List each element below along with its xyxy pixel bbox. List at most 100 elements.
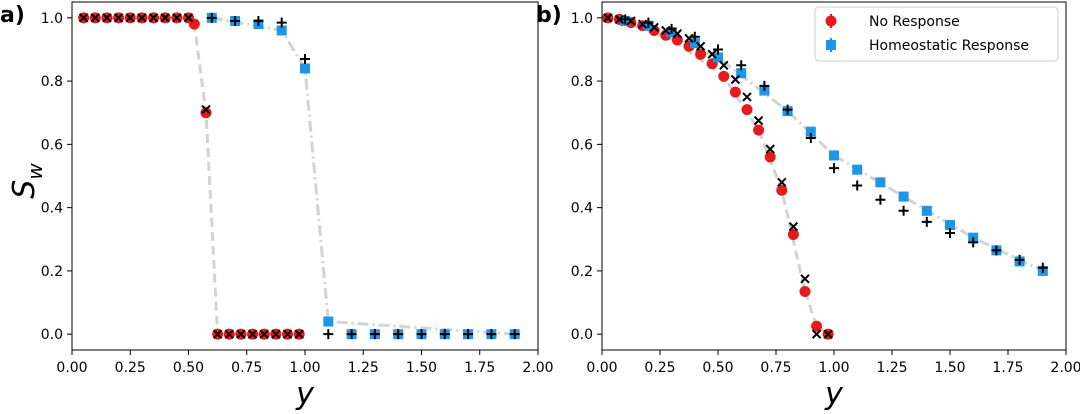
data-point-x-marker	[125, 13, 135, 23]
data-point-x-marker	[788, 221, 799, 232]
data-point-no-response	[718, 70, 730, 82]
data-point-no-response	[741, 104, 753, 116]
x-tick-label: 1.50	[934, 360, 965, 376]
data-point-plus-marker	[782, 104, 793, 115]
data-point-plus-marker	[829, 163, 839, 174]
data-point-x-marker	[247, 329, 258, 339]
data-point-plus-marker	[1014, 254, 1025, 265]
x-tick-label: 0.00	[586, 360, 617, 376]
data-point-plus-marker	[921, 216, 932, 227]
legend: No Response Homeostatic Response	[814, 6, 1059, 62]
data-point-plus-marker	[439, 329, 450, 340]
panel-a-ylabel: Sw	[7, 163, 47, 199]
ylabel-main: S	[7, 180, 42, 199]
y-tick-label: 0.0	[41, 327, 63, 343]
y-tick-label: 1.0	[571, 11, 593, 27]
data-point-plus-marker	[509, 329, 520, 340]
data-point-x-marker	[183, 13, 194, 23]
plot-layer: 0.00 0.25 0.50 0.75 1.00 1.25 1.50 1.75 2.00 0.0 0…	[571, 1, 1080, 376]
x-tick-label: 1.00	[289, 360, 320, 376]
data-point-x-marker	[113, 13, 124, 23]
data-point-plus-marker	[463, 329, 474, 340]
data-point-x-marker	[78, 13, 89, 23]
legend-no-response-label: No Response	[869, 14, 960, 30]
data-point-plus-marker	[300, 53, 310, 64]
data-point-no-response	[764, 151, 776, 163]
data-point-plus-marker	[346, 329, 357, 340]
data-point-homeostatic	[736, 68, 747, 79]
data-point-homeostatic	[713, 52, 723, 63]
data-point-plus-marker	[643, 17, 654, 28]
data-point-x-marker	[823, 329, 833, 339]
data-point-x-marker	[137, 13, 147, 23]
data-point-no-response	[200, 107, 212, 119]
y-tick-label: 0.4	[571, 201, 593, 217]
data-point-x-marker	[90, 13, 101, 23]
y-tick-label: 1.0	[41, 11, 63, 27]
data-point-homeostatic	[300, 63, 310, 74]
y-tick-label: 0.2	[571, 264, 593, 280]
data-point-x-marker	[742, 92, 752, 102]
data-point-x-marker	[672, 28, 683, 39]
data-point-plus-marker	[759, 80, 770, 91]
data-point-x-marker	[649, 22, 659, 33]
data-point-x-marker	[626, 16, 636, 26]
data-point-plus-marker	[323, 329, 334, 340]
data-point-homeostatic	[852, 164, 863, 175]
y-tick-label: 0.6	[571, 137, 593, 153]
y-tick-label: 0.4	[41, 201, 63, 217]
legend-frame	[814, 6, 1059, 62]
x-tick-label: 0.75	[760, 360, 791, 376]
data-point-no-response	[695, 48, 707, 60]
data-point-x-marker	[148, 13, 159, 23]
data-point-plus-marker	[713, 44, 723, 55]
x-tick-label: 0.50	[702, 360, 733, 376]
y-tick-label: 0.8	[41, 74, 63, 90]
panel-b-xlabel: y	[824, 377, 844, 410]
x-tick-label: 1.75	[464, 360, 495, 376]
data-point-plus-marker	[253, 15, 264, 26]
data-point-plus-marker	[689, 31, 700, 42]
data-point-x-marker	[614, 14, 625, 25]
data-point-x-marker	[259, 329, 269, 339]
x-tick-label: 0.50	[173, 360, 204, 376]
x-tick-label: 0.75	[231, 360, 262, 376]
data-point-x-marker	[765, 144, 775, 154]
data-point-x-marker	[236, 329, 246, 339]
y-tick-label: 0.8	[571, 74, 593, 90]
data-point-no-response	[787, 229, 799, 241]
y-tick-label: 0.2	[41, 264, 63, 280]
data-point-x-marker	[160, 13, 170, 23]
data-point-plus-marker	[1037, 262, 1048, 273]
x-tick-label: 1.50	[406, 360, 437, 376]
data-point-plus-marker	[968, 237, 979, 248]
data-point-x-marker	[224, 329, 234, 339]
legend-homeostatic-label: Homeostatic Response	[869, 38, 1029, 54]
plot-layer: 0.00 0.25 0.50 0.75 1.00 1.25 1.50 1.75 2.00 0.0 0…	[41, 1, 554, 376]
x-tick-label: 0.25	[644, 360, 675, 376]
legend-no-response-marker	[825, 15, 837, 27]
data-point-homeostatic	[829, 150, 839, 161]
data-point-plus-marker	[852, 180, 863, 191]
data-point-x-marker	[172, 13, 182, 23]
data-point-x-marker	[707, 49, 717, 59]
data-point-plus-marker	[991, 245, 1002, 256]
x-tick-label: 0.25	[115, 360, 146, 376]
panel-a: a) Sw y 0.00 0.25 0.50 0.75 1.00 1.25 1.50 1.75…	[0, 1, 554, 412]
data-point-plus-marker	[875, 194, 886, 205]
data-point-plus-marker	[206, 12, 217, 23]
data-point-x-marker	[719, 60, 729, 70]
data-point-x-marker	[294, 329, 304, 339]
panel-a-label: a)	[0, 3, 25, 28]
data-point-no-response	[753, 124, 765, 136]
data-point-homeostatic	[921, 205, 932, 216]
data-point-x-marker	[201, 104, 211, 115]
data-point-x-marker	[695, 41, 706, 51]
data-point-x-marker	[603, 13, 613, 23]
data-point-x-marker	[282, 329, 293, 339]
data-point-plus-marker	[393, 329, 404, 340]
y-tick-label: 0.6	[41, 137, 63, 153]
data-point-x-marker	[800, 274, 810, 284]
